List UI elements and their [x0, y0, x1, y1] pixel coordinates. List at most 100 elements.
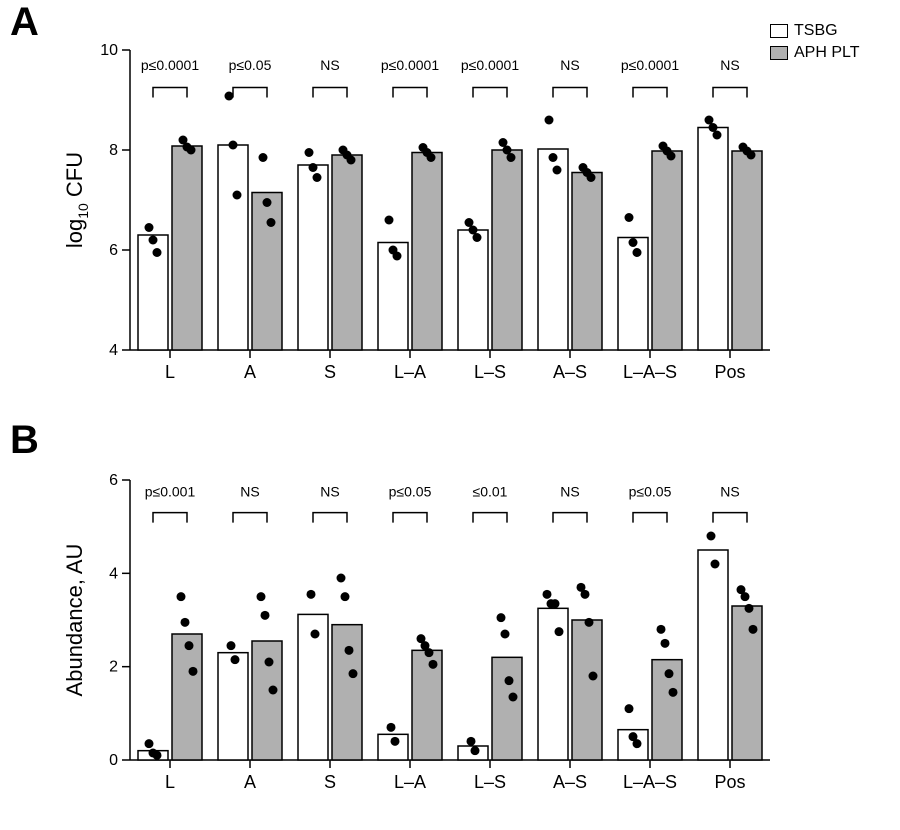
- data-point: [225, 92, 234, 101]
- category-label: L–A: [394, 362, 426, 382]
- data-point: [581, 590, 590, 599]
- significance-label: p≤0.0001: [461, 57, 520, 73]
- data-point: [227, 641, 236, 650]
- y-tick-label: 8: [109, 142, 118, 159]
- data-point: [501, 630, 510, 639]
- significance-label: p≤0.05: [629, 483, 672, 499]
- significance-label: p≤0.05: [389, 483, 432, 499]
- data-point: [391, 737, 400, 746]
- chart-svg: 0246Abundance, AULp≤0.001ANSSNSL–Ap≤0.05…: [100, 460, 800, 810]
- significance-bracket: [553, 513, 587, 523]
- bar-aphplt: [732, 606, 762, 760]
- data-point: [553, 166, 562, 175]
- significance-bracket: [393, 88, 427, 98]
- category-label: L–S: [474, 362, 506, 382]
- data-point: [349, 669, 358, 678]
- data-point: [425, 648, 434, 657]
- data-point: [427, 153, 436, 162]
- bar-tsbg: [218, 145, 248, 350]
- significance-label: p≤0.05: [229, 57, 272, 73]
- bar-aphplt: [492, 150, 522, 350]
- data-point: [261, 611, 270, 620]
- bar-tsbg: [698, 128, 728, 351]
- y-tick-label: 4: [109, 565, 118, 582]
- bar-aphplt: [332, 155, 362, 350]
- figure: A B TSBG APH PLT 46810log10 CFULp≤0.0001…: [0, 0, 900, 830]
- data-point: [153, 751, 162, 760]
- panel-label-B: B: [10, 418, 39, 463]
- bar-aphplt: [492, 657, 522, 760]
- significance-label: NS: [560, 483, 579, 499]
- data-point: [473, 233, 482, 242]
- bar-aphplt: [412, 650, 442, 760]
- data-point: [269, 686, 278, 695]
- significance-label: p≤0.0001: [621, 57, 680, 73]
- data-point: [229, 141, 238, 150]
- significance-bracket: [633, 513, 667, 523]
- data-point: [507, 153, 516, 162]
- bar-aphplt: [572, 173, 602, 351]
- bar-tsbg: [378, 243, 408, 351]
- significance-label: NS: [240, 483, 259, 499]
- bar-aphplt: [172, 634, 202, 760]
- data-point: [149, 236, 158, 245]
- data-point: [471, 746, 480, 755]
- category-label: L–A–S: [623, 772, 677, 792]
- data-point: [543, 590, 552, 599]
- category-label: L–A–S: [623, 362, 677, 382]
- data-point: [633, 248, 642, 257]
- bar-aphplt: [732, 151, 762, 350]
- data-point: [385, 216, 394, 225]
- legend-label-aphplt: APH PLT: [794, 44, 860, 62]
- data-point: [259, 153, 268, 162]
- y-tick-label: 2: [109, 659, 118, 676]
- data-point: [231, 655, 240, 664]
- significance-bracket: [713, 88, 747, 98]
- data-point: [347, 156, 356, 165]
- data-point: [661, 639, 670, 648]
- y-axis-label: log10 CFU: [62, 152, 91, 248]
- significance-label: p≤0.001: [145, 483, 196, 499]
- chart-panel-B: 0246Abundance, AULp≤0.001ANSSNSL–Ap≤0.05…: [100, 460, 760, 820]
- data-point: [467, 737, 476, 746]
- significance-bracket: [313, 88, 347, 98]
- data-point: [745, 604, 754, 613]
- data-point: [707, 532, 716, 541]
- category-label: S: [324, 772, 336, 792]
- data-point: [345, 646, 354, 655]
- bar-tsbg: [218, 653, 248, 760]
- data-point: [267, 218, 276, 227]
- data-point: [311, 630, 320, 639]
- y-tick-label: 10: [100, 42, 118, 59]
- category-label: L: [165, 362, 175, 382]
- significance-label: ≤0.01: [473, 483, 508, 499]
- data-point: [711, 560, 720, 569]
- data-point: [625, 213, 634, 222]
- data-point: [667, 152, 676, 161]
- data-point: [669, 688, 678, 697]
- significance-bracket: [153, 88, 187, 98]
- y-axis-label: Abundance, AU: [62, 544, 87, 697]
- data-point: [505, 676, 514, 685]
- data-point: [257, 592, 266, 601]
- significance-bracket: [393, 513, 427, 523]
- data-point: [185, 641, 194, 650]
- significance-bracket: [553, 88, 587, 98]
- data-point: [555, 627, 564, 636]
- data-point: [233, 191, 242, 200]
- significance-bracket: [473, 88, 507, 98]
- data-point: [549, 153, 558, 162]
- category-label: Pos: [714, 772, 745, 792]
- y-tick-label: 6: [109, 472, 118, 489]
- bar-aphplt: [412, 153, 442, 351]
- data-point: [337, 574, 346, 583]
- data-point: [265, 658, 274, 667]
- category-label: S: [324, 362, 336, 382]
- significance-bracket: [153, 513, 187, 523]
- bar-aphplt: [332, 625, 362, 760]
- bar-aphplt: [252, 193, 282, 351]
- bar-tsbg: [538, 149, 568, 350]
- bar-tsbg: [698, 550, 728, 760]
- category-label: A–S: [553, 772, 587, 792]
- significance-label: NS: [720, 483, 739, 499]
